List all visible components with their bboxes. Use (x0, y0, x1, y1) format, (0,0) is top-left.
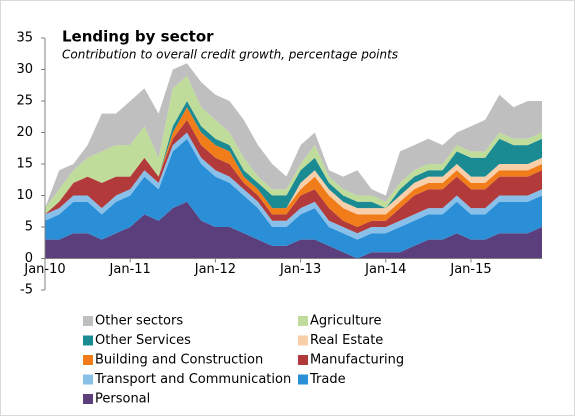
area (45, 138, 542, 259)
legend-swatch (83, 374, 93, 385)
legend-swatch (83, 355, 93, 365)
area (45, 63, 542, 209)
legend-label: Manufacturing (310, 353, 404, 368)
legend-label: Building and Construction (95, 353, 263, 368)
area (45, 132, 542, 240)
legend-swatch (298, 374, 308, 385)
x-tick-label: Jan-11 (109, 262, 151, 277)
legend-label: Other Services (95, 333, 191, 348)
legend-label: Real Estate (310, 333, 383, 348)
legend-swatch (298, 316, 308, 326)
x-tick-label: Jan-15 (449, 262, 491, 277)
y-tick-label: 35 (16, 31, 33, 46)
y-tick-label: 5 (25, 220, 33, 235)
chart-subtitle: Contribution to overall credit growth, p… (62, 48, 398, 62)
legend-label: Agriculture (310, 314, 382, 329)
chart-title: Lending by sector (62, 28, 214, 46)
y-tick-label: 25 (16, 94, 33, 109)
legend-swatch (83, 335, 93, 346)
y-tick-label: 20 (16, 125, 33, 140)
x-tick-label: Jan-14 (364, 262, 406, 277)
legend-swatch (298, 335, 308, 346)
x-tick-label: Jan-12 (194, 262, 236, 277)
y-tick-label: 10 (16, 188, 33, 203)
legend-swatch (83, 394, 93, 404)
legend-label: Transport and Communication (94, 372, 291, 387)
legend-swatch (298, 355, 308, 365)
legend-swatch (83, 316, 93, 326)
y-tick-label: 15 (16, 157, 33, 172)
area (45, 107, 542, 227)
y-tick-label: 0 (25, 251, 33, 266)
legend-label: Personal (95, 392, 150, 407)
legend-label: Other sectors (95, 314, 183, 329)
y-tick-label: -5 (20, 283, 33, 298)
x-tick-label: Jan-13 (279, 262, 321, 277)
area (45, 201, 542, 259)
area (45, 75, 542, 215)
legend-label: Trade (309, 372, 346, 387)
y-tick-label: 30 (16, 62, 33, 77)
area (45, 101, 542, 215)
x-tick-label: Jan-10 (23, 262, 65, 277)
area (45, 119, 542, 234)
